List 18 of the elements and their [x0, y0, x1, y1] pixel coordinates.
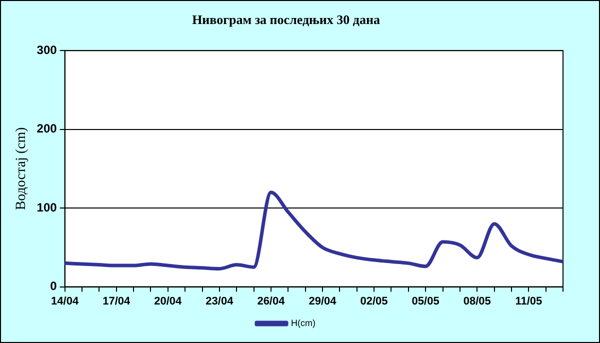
x-tick-label: 20/04: [154, 295, 183, 308]
x-tick-label: 11/05: [515, 295, 542, 308]
x-tick-label: 29/04: [308, 295, 338, 308]
y-tick-label: 200: [36, 122, 58, 136]
x-tick-label: 05/05: [412, 295, 440, 308]
x-tick-label: 17/04: [102, 295, 131, 308]
y-tick-label: 100: [36, 200, 58, 214]
x-tick-label: 23/04: [206, 295, 234, 308]
x-tick-label: 26/04: [257, 295, 286, 308]
y-tick-label: 0: [50, 279, 58, 294]
line-series: [63, 190, 565, 270]
x-tick-label: 08/05: [463, 295, 491, 308]
legend-label: H(cm): [291, 318, 316, 328]
x-tick-label: 02/05: [360, 295, 388, 308]
x-tick-label: 14/04: [51, 295, 80, 308]
chart-title: Нивограм за последњих 30 дана: [192, 12, 380, 28]
y-axis-title: Водостај (cm): [14, 126, 30, 210]
y-tick-label: 300: [36, 42, 58, 57]
